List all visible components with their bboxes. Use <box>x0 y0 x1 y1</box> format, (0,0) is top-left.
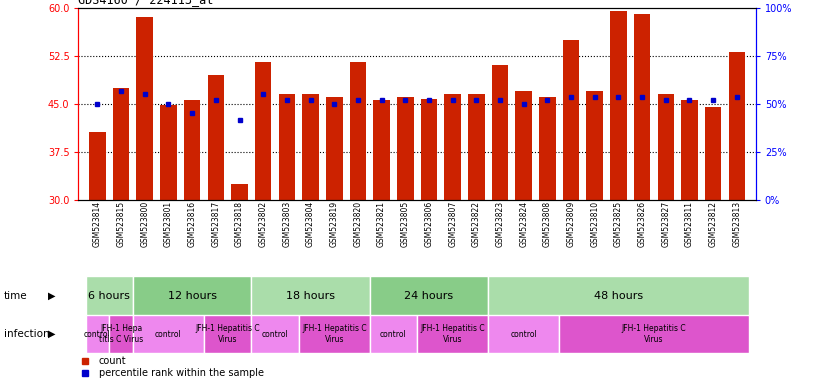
Bar <box>299 315 370 353</box>
Text: GSM523813: GSM523813 <box>733 201 742 247</box>
Text: GSM523804: GSM523804 <box>306 201 315 247</box>
Bar <box>515 91 532 200</box>
Text: GSM523809: GSM523809 <box>567 201 576 247</box>
Bar <box>705 107 721 200</box>
Bar <box>488 315 559 353</box>
Bar <box>729 53 745 200</box>
Bar <box>278 94 295 200</box>
Text: GSM523823: GSM523823 <box>496 201 505 247</box>
Text: 6 hours: 6 hours <box>88 291 131 301</box>
Bar <box>133 276 251 315</box>
Text: JFH-1 Hepatitis C
Virus: JFH-1 Hepatitis C Virus <box>196 324 260 344</box>
Bar <box>113 88 130 200</box>
Bar <box>681 101 698 200</box>
Text: GSM523824: GSM523824 <box>520 201 528 247</box>
Bar <box>255 62 272 200</box>
Bar <box>89 132 106 200</box>
Bar <box>634 14 650 200</box>
Text: control: control <box>510 329 537 339</box>
Bar <box>349 62 366 200</box>
Bar <box>370 276 488 315</box>
Bar <box>539 97 556 200</box>
Text: GSM523811: GSM523811 <box>685 201 694 247</box>
Text: GSM523822: GSM523822 <box>472 201 481 247</box>
Bar <box>184 101 201 200</box>
Text: count: count <box>99 356 126 366</box>
Text: GSM523805: GSM523805 <box>401 201 410 247</box>
Bar <box>251 315 299 353</box>
Bar <box>160 105 177 200</box>
Text: JFH-1 Hepatitis C
Virus: JFH-1 Hepatitis C Virus <box>302 324 367 344</box>
Text: ▶: ▶ <box>48 291 55 301</box>
Bar <box>251 276 370 315</box>
Text: GSM523808: GSM523808 <box>543 201 552 247</box>
Text: ▶: ▶ <box>48 329 55 339</box>
Bar <box>133 315 204 353</box>
Text: JFH-1 Hepatitis C
Virus: JFH-1 Hepatitis C Virus <box>420 324 485 344</box>
Bar <box>302 94 319 200</box>
Bar <box>207 75 224 200</box>
Text: control: control <box>84 329 111 339</box>
Text: GSM523800: GSM523800 <box>140 201 150 247</box>
Bar <box>610 11 627 200</box>
Text: GSM523810: GSM523810 <box>591 201 599 247</box>
Text: JFH-1 Hepatitis C
Virus: JFH-1 Hepatitis C Virus <box>622 324 686 344</box>
Text: GSM523818: GSM523818 <box>235 201 244 247</box>
Text: control: control <box>262 329 288 339</box>
Text: GSM523821: GSM523821 <box>377 201 386 247</box>
Text: GSM523826: GSM523826 <box>638 201 647 247</box>
Bar <box>657 94 674 200</box>
Bar <box>370 315 417 353</box>
Bar <box>491 65 508 200</box>
Bar <box>488 276 748 315</box>
Text: GSM523819: GSM523819 <box>330 201 339 247</box>
Text: GSM523801: GSM523801 <box>164 201 173 247</box>
Bar <box>86 315 109 353</box>
Bar <box>563 40 579 200</box>
Text: GSM523803: GSM523803 <box>282 201 292 247</box>
Text: GSM523802: GSM523802 <box>259 201 268 247</box>
Bar <box>109 315 133 353</box>
Bar <box>420 99 437 200</box>
Text: 48 hours: 48 hours <box>594 291 643 301</box>
Text: control: control <box>380 329 407 339</box>
Bar <box>586 91 603 200</box>
Text: GSM523814: GSM523814 <box>93 201 102 247</box>
Bar <box>136 17 153 200</box>
Bar <box>417 315 488 353</box>
Bar <box>204 315 251 353</box>
Bar <box>231 184 248 200</box>
Text: GSM523815: GSM523815 <box>116 201 126 247</box>
Bar <box>326 97 343 200</box>
Text: GSM523817: GSM523817 <box>211 201 221 247</box>
Text: GSM523820: GSM523820 <box>354 201 363 247</box>
Bar <box>444 94 461 200</box>
Text: percentile rank within the sample: percentile rank within the sample <box>99 368 263 379</box>
Text: 24 hours: 24 hours <box>405 291 453 301</box>
Text: GSM523825: GSM523825 <box>614 201 623 247</box>
Text: control: control <box>155 329 182 339</box>
Text: 12 hours: 12 hours <box>168 291 216 301</box>
Text: GDS4160 / 224113_at: GDS4160 / 224113_at <box>78 0 214 7</box>
Text: GSM523816: GSM523816 <box>188 201 197 247</box>
Bar <box>86 276 133 315</box>
Text: GSM523806: GSM523806 <box>425 201 434 247</box>
Text: GSM523827: GSM523827 <box>662 201 670 247</box>
Text: 18 hours: 18 hours <box>286 291 335 301</box>
Bar <box>468 94 485 200</box>
Text: JFH-1 Hepa
titis C Virus: JFH-1 Hepa titis C Virus <box>99 324 143 344</box>
Bar <box>397 97 414 200</box>
Text: time: time <box>4 291 28 301</box>
Text: GSM523812: GSM523812 <box>709 201 718 247</box>
Bar <box>373 101 390 200</box>
Bar <box>559 315 748 353</box>
Text: GSM523807: GSM523807 <box>449 201 457 247</box>
Text: infection: infection <box>4 329 50 339</box>
